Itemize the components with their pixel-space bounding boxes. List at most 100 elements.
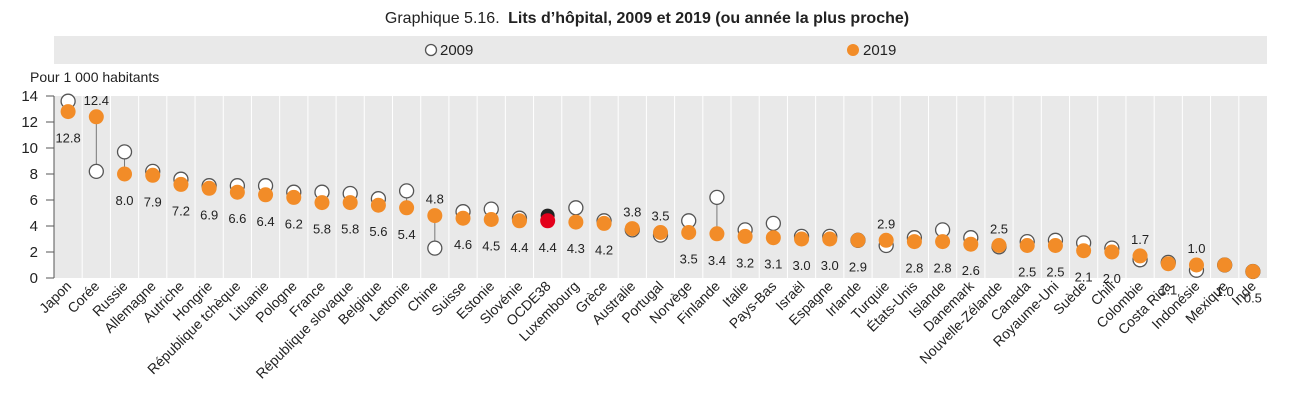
marker-2019 — [370, 197, 386, 213]
marker-2019 — [145, 167, 161, 183]
data-label: 2.5 — [1046, 265, 1064, 280]
marker-2019 — [1019, 238, 1035, 253]
marker-2019 — [850, 232, 866, 248]
y-tick-label: 10 — [21, 140, 38, 157]
data-label: 4.4 — [510, 240, 528, 255]
marker-2009 — [568, 200, 584, 216]
data-label: 2.8 — [905, 261, 923, 276]
y-unit-label: Pour 1 000 habitants — [30, 69, 159, 85]
data-label: 3.8 — [623, 205, 641, 220]
chart-title-main: Lits d’hôpital, 2009 et 2019 (ou année l… — [508, 10, 909, 27]
marker-2019 — [596, 215, 612, 231]
marker-2019 — [878, 232, 894, 248]
marker-2019 — [709, 226, 725, 242]
legend-box — [54, 36, 1267, 64]
marker-2019 — [1160, 256, 1176, 272]
marker-2019 — [455, 210, 471, 226]
data-label: 2.5 — [990, 222, 1008, 237]
data-label: 7.9 — [144, 194, 162, 209]
marker-2019 — [822, 231, 838, 247]
marker-2019 — [1245, 264, 1261, 279]
data-label: 4.3 — [567, 241, 585, 256]
y-tick-label: 12 — [21, 114, 38, 131]
marker-2019 — [1217, 257, 1233, 273]
data-labels: 12.8 12.4 8.0 7.9 7.2 6.9 6.6 6.4 6.2 5.8 5.8 5.6 5.… — [55, 93, 1261, 306]
data-label: 3.0 — [793, 258, 811, 273]
data-label: 2.0 — [1103, 271, 1121, 286]
marker-2019 — [935, 234, 951, 250]
data-label: 6.6 — [228, 211, 246, 226]
marker-2019 — [117, 166, 133, 182]
marker-2019 — [963, 236, 979, 252]
y-tick-label: 8 — [30, 166, 38, 183]
chart-title: Graphique 5.16. Lits d’hôpital, 2009 et … — [385, 10, 909, 27]
marker-2019 — [1047, 238, 1063, 253]
marker-2019 — [258, 187, 274, 203]
data-label: 1.1 — [1159, 283, 1177, 298]
marker-2019 — [314, 195, 330, 211]
data-label: 2.8 — [934, 261, 952, 276]
legend-marker-2019 — [847, 44, 859, 56]
marker-2019 — [765, 230, 781, 246]
data-label: 3.4 — [708, 253, 726, 268]
data-label: 7.2 — [172, 203, 190, 218]
data-label: 3.1 — [764, 257, 782, 272]
marker-2019 — [511, 213, 527, 229]
data-label: 1.0 — [1187, 241, 1205, 256]
y-tick-label: 2 — [30, 244, 38, 261]
marker-2019 — [427, 208, 443, 224]
marker-2019 — [794, 231, 810, 247]
data-label: 0.5 — [1244, 291, 1262, 306]
marker-2019 — [540, 213, 556, 229]
chart-title-prefix: Graphique 5.16. — [385, 10, 500, 27]
data-label: 4.6 — [454, 237, 472, 252]
data-label: 6.2 — [285, 216, 303, 231]
data-label: 3.0 — [821, 258, 839, 273]
marker-2019 — [906, 234, 922, 250]
marker-2019 — [342, 195, 358, 211]
y-tick-label: 14 — [21, 88, 38, 105]
marker-2019 — [173, 176, 189, 192]
legend-marker-2009 — [424, 43, 438, 57]
marker-2019 — [1188, 257, 1204, 273]
data-label: 4.4 — [539, 240, 557, 255]
marker-2019 — [681, 225, 697, 240]
data-label: 12.4 — [84, 93, 109, 108]
marker-2009 — [709, 189, 725, 206]
x-axis: JaponCoréeRussieAllemagneAutricheHongrie… — [36, 277, 1259, 381]
marker-2019 — [991, 238, 1007, 253]
data-label: 5.4 — [398, 227, 416, 242]
y-tick-label: 6 — [30, 192, 38, 209]
data-label: 2.5 — [1018, 265, 1036, 280]
data-label: 6.9 — [200, 207, 218, 222]
data-label: 2.9 — [877, 216, 895, 231]
marker-2019 — [1132, 248, 1148, 264]
marker-2019 — [60, 104, 76, 120]
data-label: 5.8 — [313, 222, 331, 237]
data-label: 5.6 — [369, 224, 387, 239]
data-label: 4.5 — [482, 239, 500, 254]
marker-2009 — [398, 183, 415, 199]
data-label: 3.5 — [680, 252, 698, 267]
marker-2019 — [568, 214, 584, 230]
legend-label-2019: 2019 — [863, 42, 896, 59]
marker-2019 — [399, 200, 415, 216]
marker-2019 — [229, 184, 245, 200]
data-label: 2.6 — [962, 263, 980, 278]
data-label: 2.9 — [849, 259, 867, 274]
legend-label-2009: 2009 — [440, 42, 473, 59]
series-2019 — [60, 104, 1261, 279]
y-tick-label: 0 — [30, 270, 38, 287]
data-label: 1.0 — [1216, 284, 1234, 299]
data-label: 4.2 — [595, 242, 613, 257]
data-label: 6.4 — [257, 214, 275, 229]
data-label: 3.2 — [736, 255, 754, 270]
marker-2019 — [653, 225, 668, 240]
y-axis: 0 2 4 6 8 10 12 14 — [21, 88, 55, 287]
marker-2009 — [116, 144, 133, 160]
data-label: 5.8 — [341, 222, 359, 237]
grid-lines — [81, 96, 1240, 278]
marker-2019 — [1076, 243, 1092, 259]
data-label: 3.5 — [651, 209, 669, 224]
